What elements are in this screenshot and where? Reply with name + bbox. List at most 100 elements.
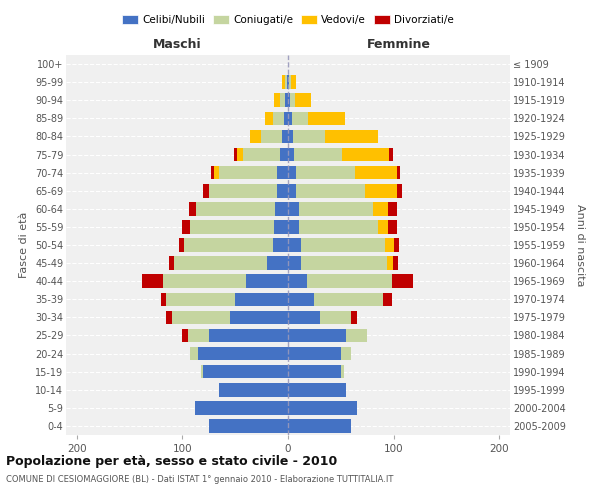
Bar bbox=[299, 202, 373, 215]
Bar bbox=[288, 383, 346, 396]
Bar bbox=[219, 166, 277, 179]
Y-axis label: Anni di nascita: Anni di nascita bbox=[575, 204, 585, 286]
Bar bbox=[267, 256, 288, 270]
Bar bbox=[299, 220, 378, 234]
Bar bbox=[288, 365, 341, 378]
Bar bbox=[385, 238, 394, 252]
Bar bbox=[285, 76, 287, 89]
Bar bbox=[198, 347, 288, 360]
Bar bbox=[341, 365, 344, 378]
Bar bbox=[288, 130, 293, 143]
Bar bbox=[203, 184, 209, 198]
Bar bbox=[280, 148, 288, 162]
Bar bbox=[288, 274, 307, 288]
Bar bbox=[301, 238, 385, 252]
Bar bbox=[219, 383, 288, 396]
Bar bbox=[365, 184, 397, 198]
Bar bbox=[265, 112, 273, 125]
Bar bbox=[202, 365, 203, 378]
Bar bbox=[288, 401, 357, 414]
Bar bbox=[260, 130, 281, 143]
Bar bbox=[188, 328, 209, 342]
Bar bbox=[392, 256, 398, 270]
Text: Popolazione per età, sesso e stato civile - 2010: Popolazione per età, sesso e stato civil… bbox=[6, 455, 337, 468]
Bar bbox=[273, 112, 284, 125]
Bar bbox=[388, 202, 397, 215]
Bar bbox=[277, 184, 288, 198]
Bar bbox=[190, 220, 274, 234]
Bar bbox=[383, 292, 392, 306]
Bar bbox=[342, 148, 389, 162]
Bar bbox=[163, 274, 246, 288]
Bar bbox=[196, 202, 275, 215]
Bar bbox=[209, 419, 288, 432]
Bar bbox=[274, 94, 280, 107]
Bar bbox=[325, 130, 378, 143]
Bar bbox=[285, 94, 288, 107]
Bar bbox=[166, 292, 235, 306]
Bar bbox=[246, 274, 288, 288]
Bar bbox=[394, 238, 399, 252]
Bar bbox=[281, 76, 285, 89]
Bar bbox=[288, 238, 301, 252]
Bar bbox=[288, 76, 289, 89]
Bar bbox=[209, 328, 288, 342]
Bar bbox=[288, 292, 314, 306]
Bar bbox=[292, 112, 308, 125]
Bar bbox=[288, 148, 295, 162]
Bar bbox=[288, 112, 292, 125]
Bar bbox=[289, 76, 291, 89]
Bar bbox=[288, 419, 352, 432]
Bar bbox=[352, 310, 357, 324]
Bar bbox=[392, 274, 413, 288]
Bar bbox=[284, 112, 288, 125]
Bar bbox=[288, 347, 341, 360]
Bar bbox=[179, 238, 184, 252]
Bar bbox=[293, 130, 325, 143]
Bar bbox=[281, 130, 288, 143]
Bar bbox=[214, 166, 219, 179]
Bar bbox=[341, 347, 352, 360]
Bar bbox=[397, 166, 400, 179]
Bar bbox=[288, 94, 290, 107]
Bar bbox=[389, 148, 392, 162]
Bar bbox=[288, 166, 296, 179]
Bar bbox=[280, 94, 285, 107]
Bar bbox=[250, 130, 260, 143]
Bar bbox=[274, 220, 288, 234]
Bar bbox=[288, 256, 301, 270]
Bar bbox=[190, 347, 198, 360]
Bar bbox=[378, 220, 388, 234]
Y-axis label: Fasce di età: Fasce di età bbox=[19, 212, 29, 278]
Bar bbox=[291, 76, 296, 89]
Bar bbox=[397, 184, 402, 198]
Bar bbox=[296, 166, 355, 179]
Bar bbox=[182, 328, 188, 342]
Bar bbox=[234, 148, 237, 162]
Bar bbox=[209, 184, 277, 198]
Bar bbox=[288, 184, 296, 198]
Bar bbox=[308, 112, 345, 125]
Bar bbox=[296, 184, 365, 198]
Bar bbox=[388, 220, 397, 234]
Bar bbox=[184, 238, 273, 252]
Bar bbox=[295, 148, 342, 162]
Bar bbox=[320, 310, 352, 324]
Bar bbox=[195, 401, 288, 414]
Bar bbox=[295, 94, 311, 107]
Bar bbox=[273, 238, 288, 252]
Text: Maschi: Maschi bbox=[152, 38, 202, 52]
Bar bbox=[182, 220, 190, 234]
Bar bbox=[288, 220, 299, 234]
Bar bbox=[288, 310, 320, 324]
Bar bbox=[188, 202, 196, 215]
Bar bbox=[142, 274, 163, 288]
Bar bbox=[355, 166, 397, 179]
Bar bbox=[172, 310, 230, 324]
Legend: Celibi/Nubili, Coniugati/e, Vedovi/e, Divorziati/e: Celibi/Nubili, Coniugati/e, Vedovi/e, Di… bbox=[118, 11, 458, 30]
Bar bbox=[237, 148, 242, 162]
Bar bbox=[174, 256, 267, 270]
Bar bbox=[230, 310, 288, 324]
Bar bbox=[373, 202, 388, 215]
Bar bbox=[288, 202, 299, 215]
